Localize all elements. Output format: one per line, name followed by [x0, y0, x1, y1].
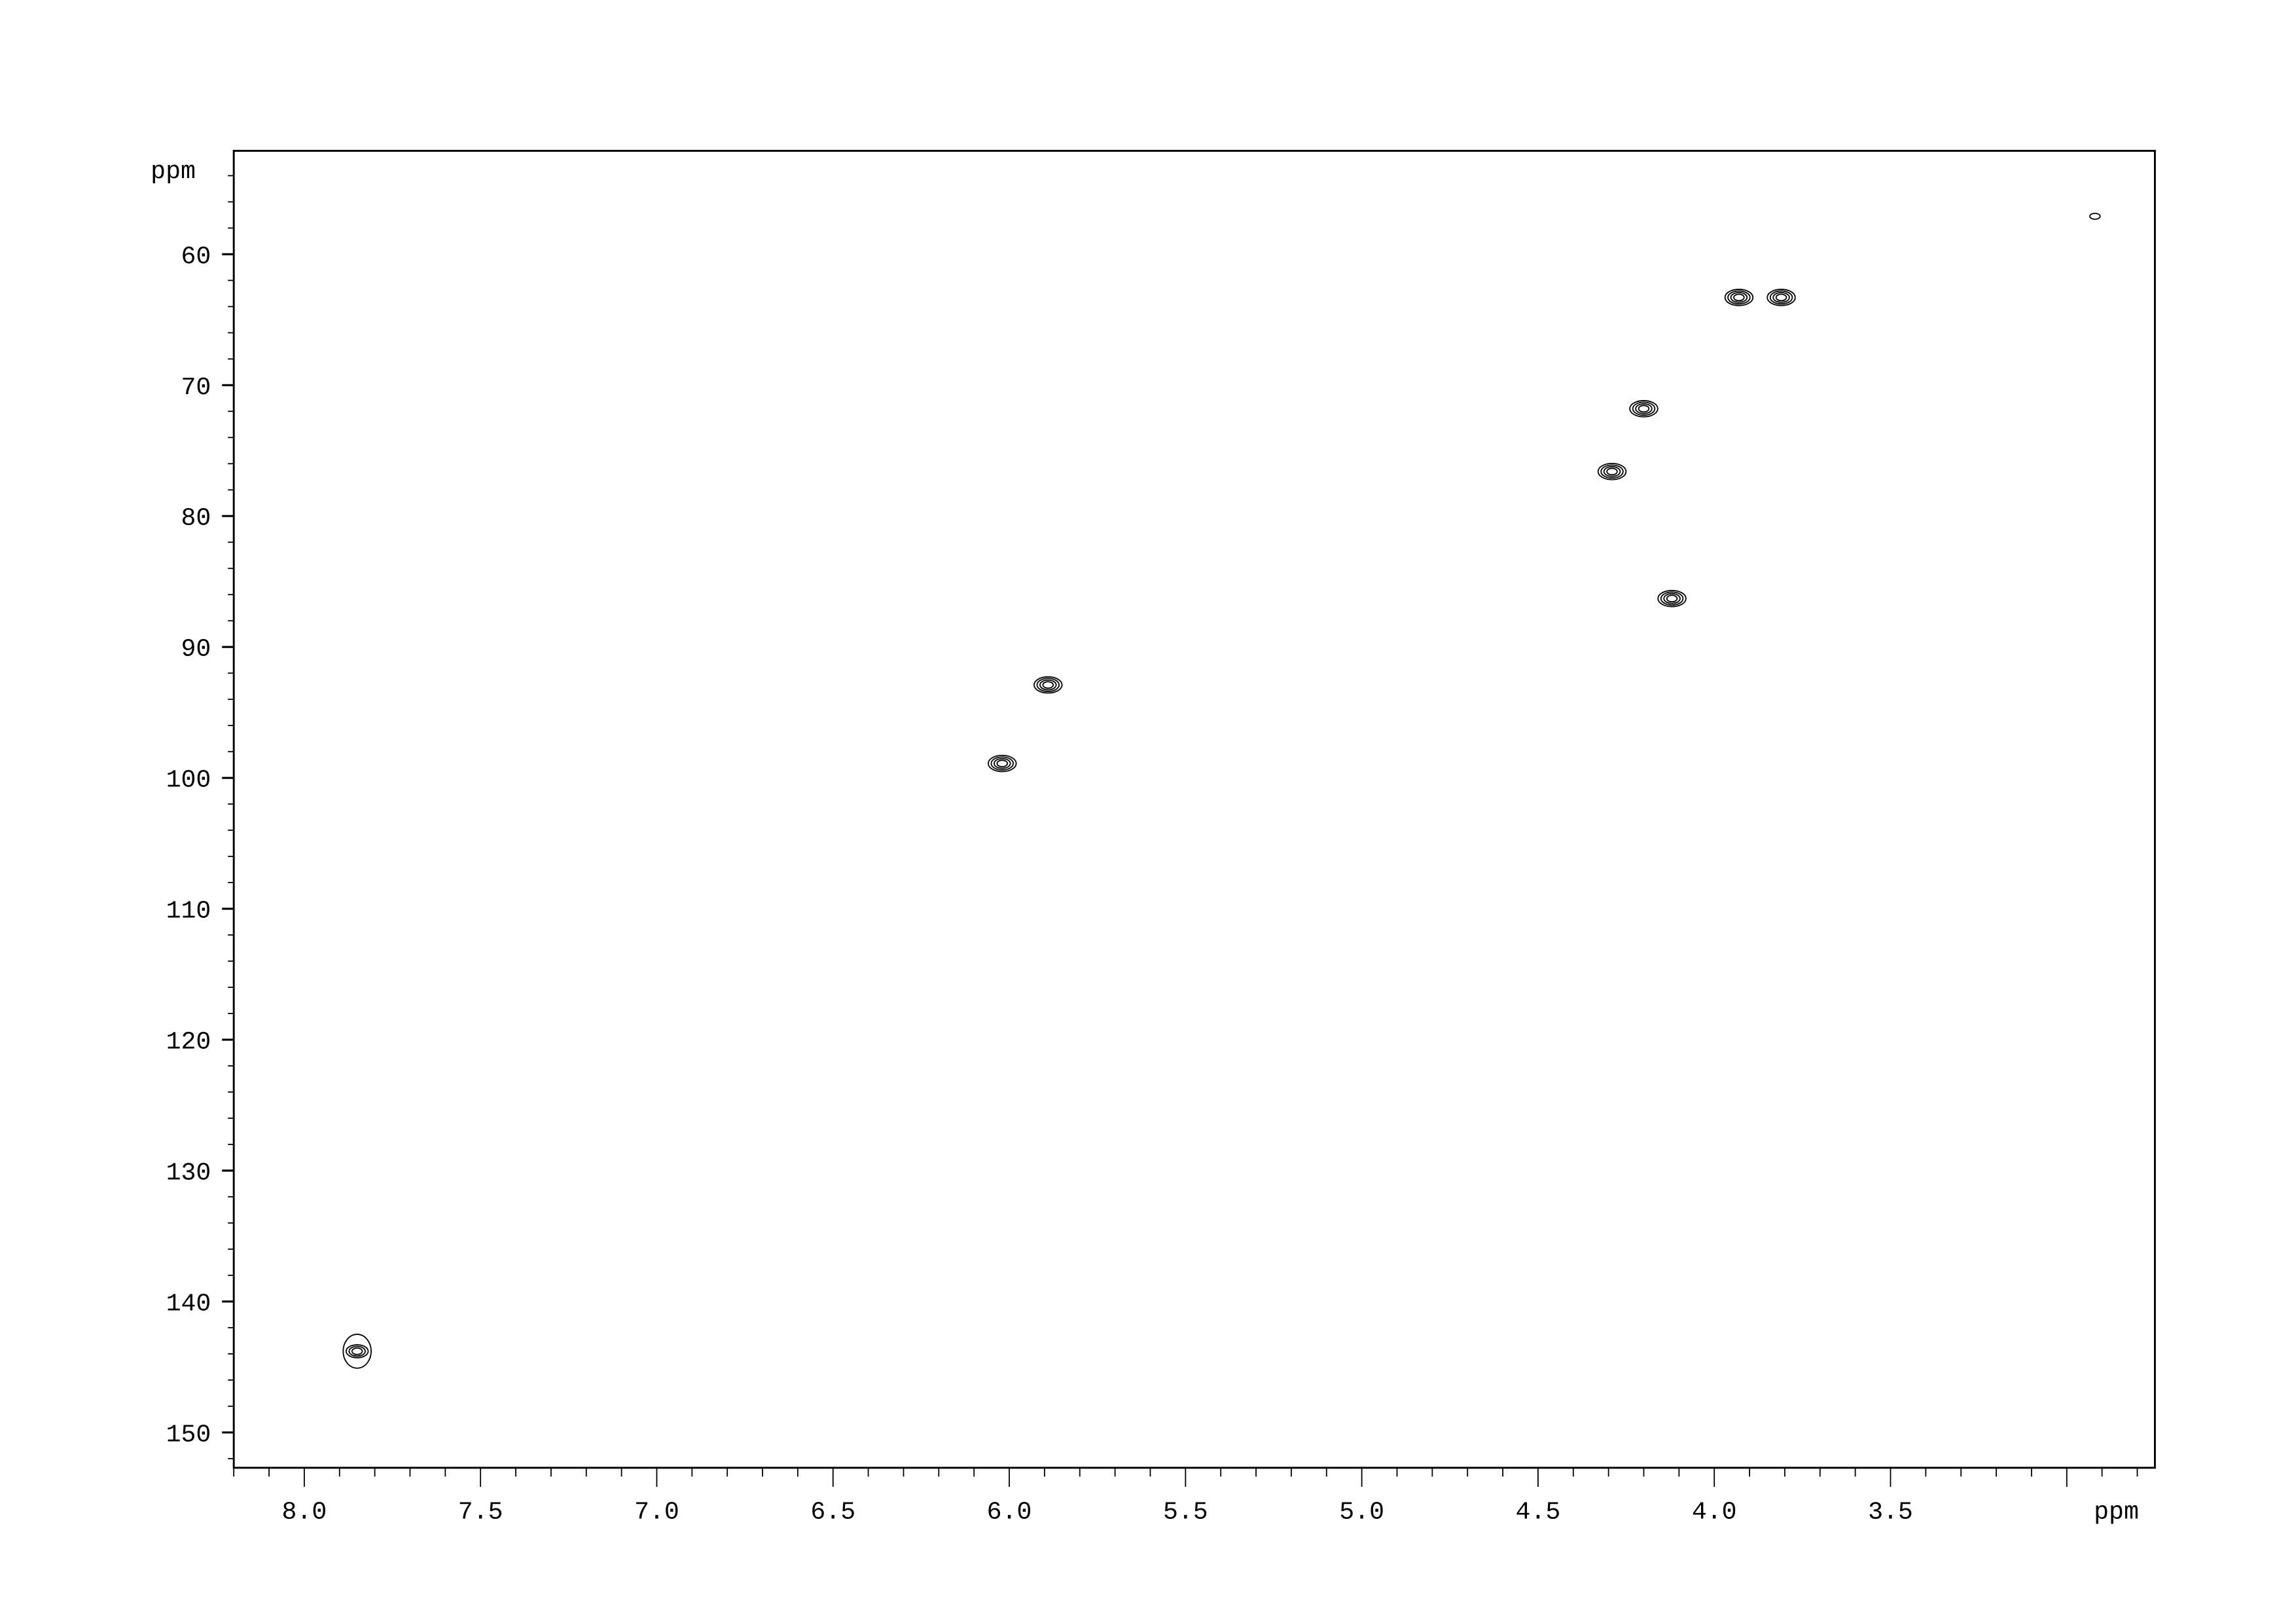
y-tick-label: 70: [181, 374, 211, 402]
contour-line: [1767, 289, 1796, 306]
contour-line: [1772, 292, 1790, 303]
contour-line: [1727, 290, 1751, 305]
contour-peak: [1597, 462, 1627, 481]
contour-line: [1730, 292, 1748, 303]
contour-line: [990, 756, 1014, 771]
y-tick-label: 140: [166, 1290, 211, 1318]
x-tick-label: 7.0: [634, 1498, 679, 1526]
contour-line: [994, 757, 1011, 769]
contour-peak: [1657, 589, 1687, 608]
contour-line: [1666, 594, 1678, 603]
contour-line: [1638, 405, 1650, 413]
plot-frame: [232, 149, 2156, 1469]
contour-peak: [2089, 212, 2101, 220]
y-tick-label: 150: [166, 1421, 211, 1449]
contour-line: [1769, 290, 1793, 305]
contour-line: [345, 1344, 369, 1359]
x-tick-label: 5.0: [1339, 1498, 1384, 1526]
contour-peak: [988, 754, 1017, 773]
y-tick-label: 80: [181, 505, 211, 533]
y-tick-label: 100: [166, 767, 211, 795]
contour-peak: [1767, 289, 1796, 306]
y-tick-label: 120: [166, 1029, 211, 1057]
contour-line: [2089, 212, 2101, 220]
contour-line: [1632, 401, 1656, 416]
x-axis-unit-label: ppm: [2094, 1498, 2139, 1526]
contour-line: [1660, 591, 1684, 606]
y-axis-unit-label: ppm: [151, 158, 196, 186]
contour-line: [1657, 589, 1687, 608]
contour-peak: [1033, 676, 1063, 694]
contour-line: [1039, 679, 1057, 691]
contour-peak: [342, 1334, 372, 1369]
y-tick-label: 130: [166, 1159, 211, 1187]
contour-line: [1036, 678, 1060, 692]
contour-line: [1033, 676, 1063, 694]
x-tick-label: 7.5: [458, 1498, 503, 1526]
y-tick-label: 60: [181, 243, 211, 271]
x-tick-label: 8.0: [282, 1498, 327, 1526]
contour-line: [988, 754, 1017, 773]
contour-line: [996, 759, 1009, 767]
contour-line: [1603, 465, 1621, 477]
x-tick-label: 3.5: [1868, 1498, 1913, 1526]
contour-line: [1724, 289, 1754, 306]
y-tick-label: 110: [166, 898, 211, 926]
x-tick-label: 4.5: [1516, 1498, 1561, 1526]
contour-line: [1597, 462, 1627, 481]
contour-line: [1635, 403, 1653, 414]
x-tick-label: 4.0: [1692, 1498, 1737, 1526]
contour-line: [342, 1334, 372, 1369]
contour-line: [1606, 467, 1618, 476]
contour-peak: [1724, 289, 1754, 306]
contour-line: [1733, 293, 1745, 302]
contour-peak: [1629, 400, 1659, 418]
contour-line: [1600, 464, 1624, 479]
contour-line: [1775, 293, 1787, 302]
x-tick-label: 6.0: [987, 1498, 1032, 1526]
x-tick-label: 6.5: [810, 1498, 855, 1526]
y-tick-label: 90: [181, 636, 211, 664]
contour-line: [1042, 681, 1054, 689]
contour-line: [1663, 593, 1681, 604]
contour-line: [1629, 400, 1659, 418]
x-tick-label: 5.5: [1163, 1498, 1208, 1526]
contour-line: [348, 1345, 366, 1357]
contour-line: [351, 1347, 363, 1355]
